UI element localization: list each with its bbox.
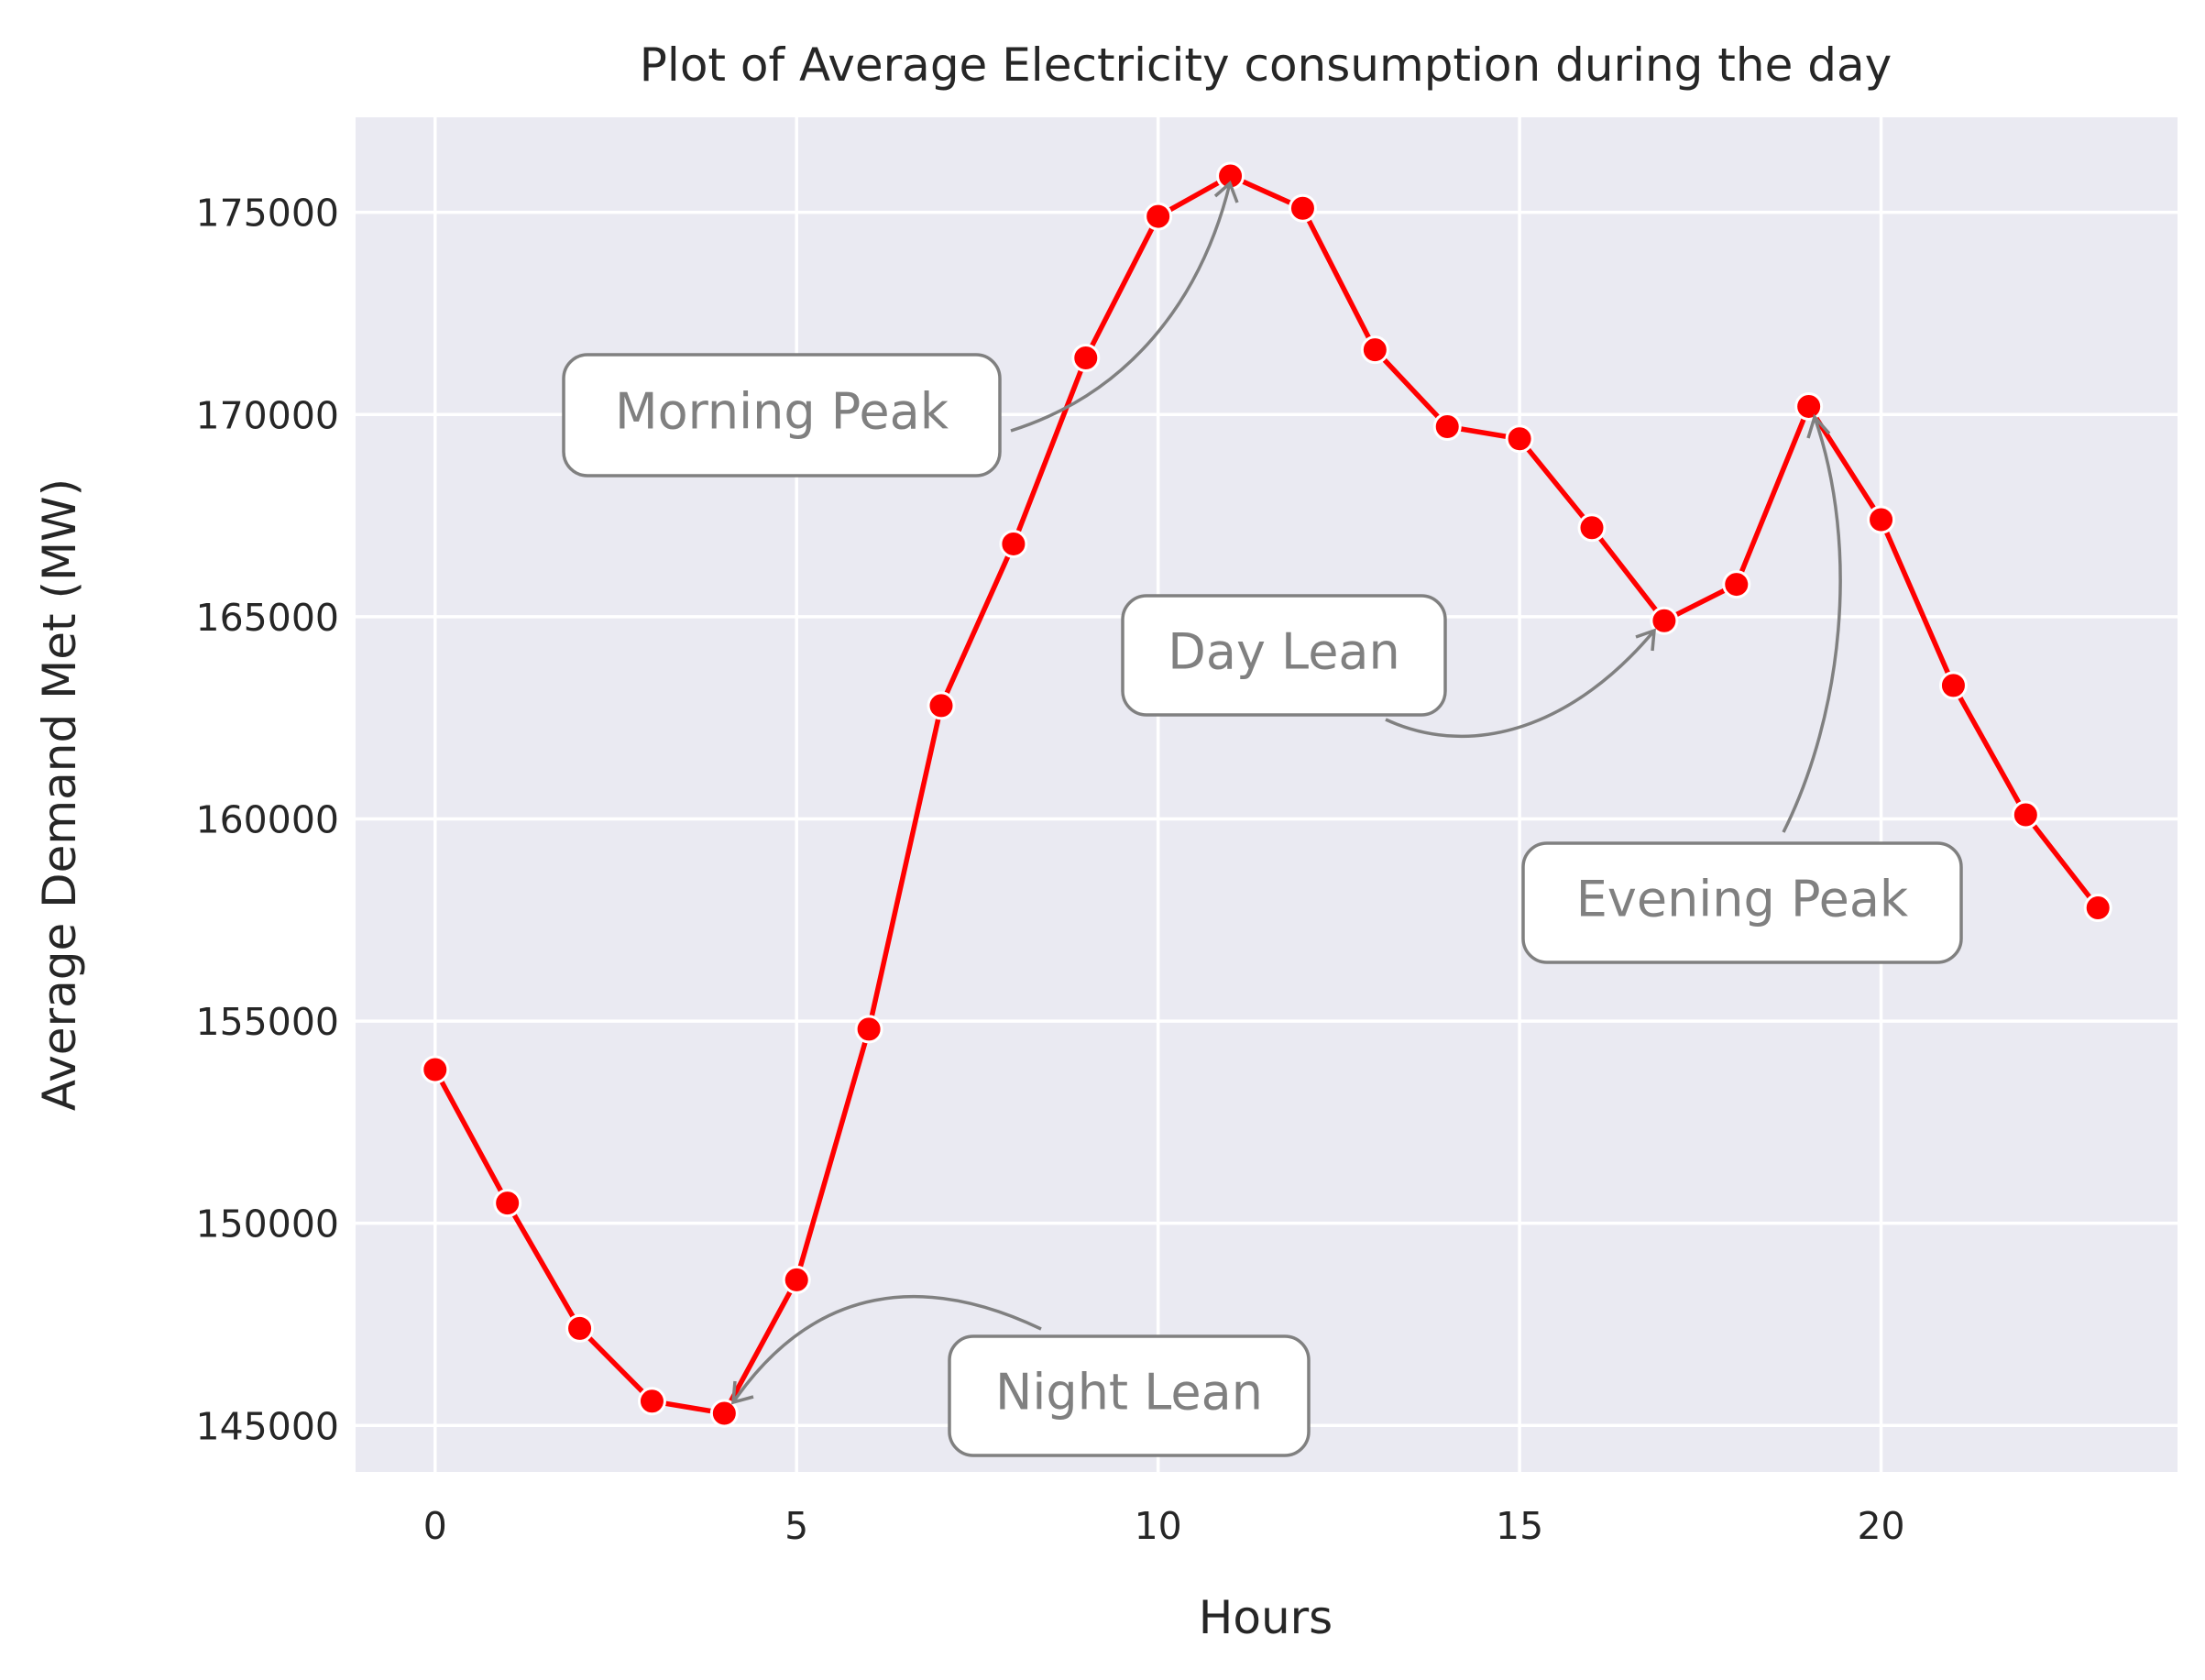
- annotation-day-lean-arrowhead: [1635, 628, 1656, 652]
- data-point: [637, 1387, 666, 1416]
- x-tick-label: 10: [1135, 1504, 1182, 1548]
- annotation-day-lean-arrow: [1385, 629, 1656, 739]
- data-point: [854, 1015, 883, 1044]
- annotation-evening-peak-arrowhead: [1806, 413, 1831, 439]
- y-tick-label: 155000: [195, 1000, 339, 1044]
- annotation-morning-peak-label: Morning Peak: [615, 383, 949, 441]
- annotation-morning-peak-arrowhead: [1213, 181, 1239, 203]
- y-tick-label: 150000: [195, 1202, 339, 1246]
- data-point: [493, 1189, 522, 1218]
- annotation-night-lean: Night Lean: [731, 1294, 1311, 1457]
- data-point: [1360, 335, 1389, 365]
- data-point: [1794, 391, 1824, 421]
- annotation-evening-peak-box: [1521, 841, 1963, 964]
- annotation-night-lean-arrow: [731, 1294, 1042, 1403]
- x-tick-label: 15: [1496, 1504, 1543, 1548]
- annotation-morning-peak-box: [562, 353, 1002, 478]
- annotation-night-lean-label: Night Lean: [995, 1364, 1263, 1422]
- data-point: [1144, 202, 1173, 231]
- plot-background: [356, 117, 2178, 1472]
- data-point: [1071, 344, 1101, 373]
- x-tick-label: 20: [1857, 1504, 1904, 1548]
- data-point: [1288, 193, 1317, 223]
- data-point: [565, 1313, 595, 1343]
- y-tick-label: 170000: [195, 393, 339, 437]
- annotation-day-lean-box: [1121, 594, 1447, 717]
- annotation-evening-peak-label: Evening Peak: [1576, 871, 1909, 928]
- annotation-evening-peak: Evening Peak: [1521, 413, 1963, 964]
- x-tick-label: 0: [423, 1504, 447, 1548]
- data-point: [999, 529, 1028, 558]
- annotation-day-lean: Day Lean: [1121, 594, 1656, 739]
- y-tick-label: 165000: [195, 596, 339, 640]
- data-point: [2083, 894, 2112, 923]
- y-ticks: 145000 150000 155000 160000 165000 170000 1750…: [195, 192, 339, 1449]
- y-tick-label: 175000: [195, 192, 339, 236]
- x-tick-label: 5: [784, 1504, 808, 1548]
- data-point: [1577, 513, 1607, 543]
- x-ticks: 0 5 10 15 20: [423, 1504, 1905, 1548]
- annotation-morning-peak: Morning Peak: [562, 181, 1239, 478]
- x-axis-label: Hours: [1199, 1591, 1333, 1644]
- annotation-morning-peak-arrow: [1010, 182, 1232, 433]
- annotation-night-lean-arrowhead: [731, 1380, 754, 1405]
- data-point: [421, 1055, 450, 1084]
- data-point: [709, 1399, 739, 1428]
- annotation-evening-peak-arrow: [1782, 416, 1842, 833]
- chart-title: Plot of Average Electricity consumption …: [640, 38, 1892, 92]
- y-axis-label: Average Demand Met (MW): [33, 478, 86, 1111]
- y-tick-label: 160000: [195, 797, 339, 841]
- y-tick-label: 145000: [195, 1404, 339, 1448]
- data-point: [1505, 424, 1534, 454]
- data-point: [1867, 505, 1896, 534]
- data-point: [1938, 671, 1968, 700]
- annotation-day-lean-label: Day Lean: [1168, 623, 1399, 681]
- data-point: [1432, 412, 1462, 442]
- data-point: [927, 691, 956, 720]
- data-point: [1722, 570, 1751, 599]
- data-point: [2011, 800, 2040, 829]
- annotation-night-lean-box: [948, 1334, 1311, 1457]
- data-point: [782, 1265, 811, 1294]
- data-point: [1650, 606, 1679, 635]
